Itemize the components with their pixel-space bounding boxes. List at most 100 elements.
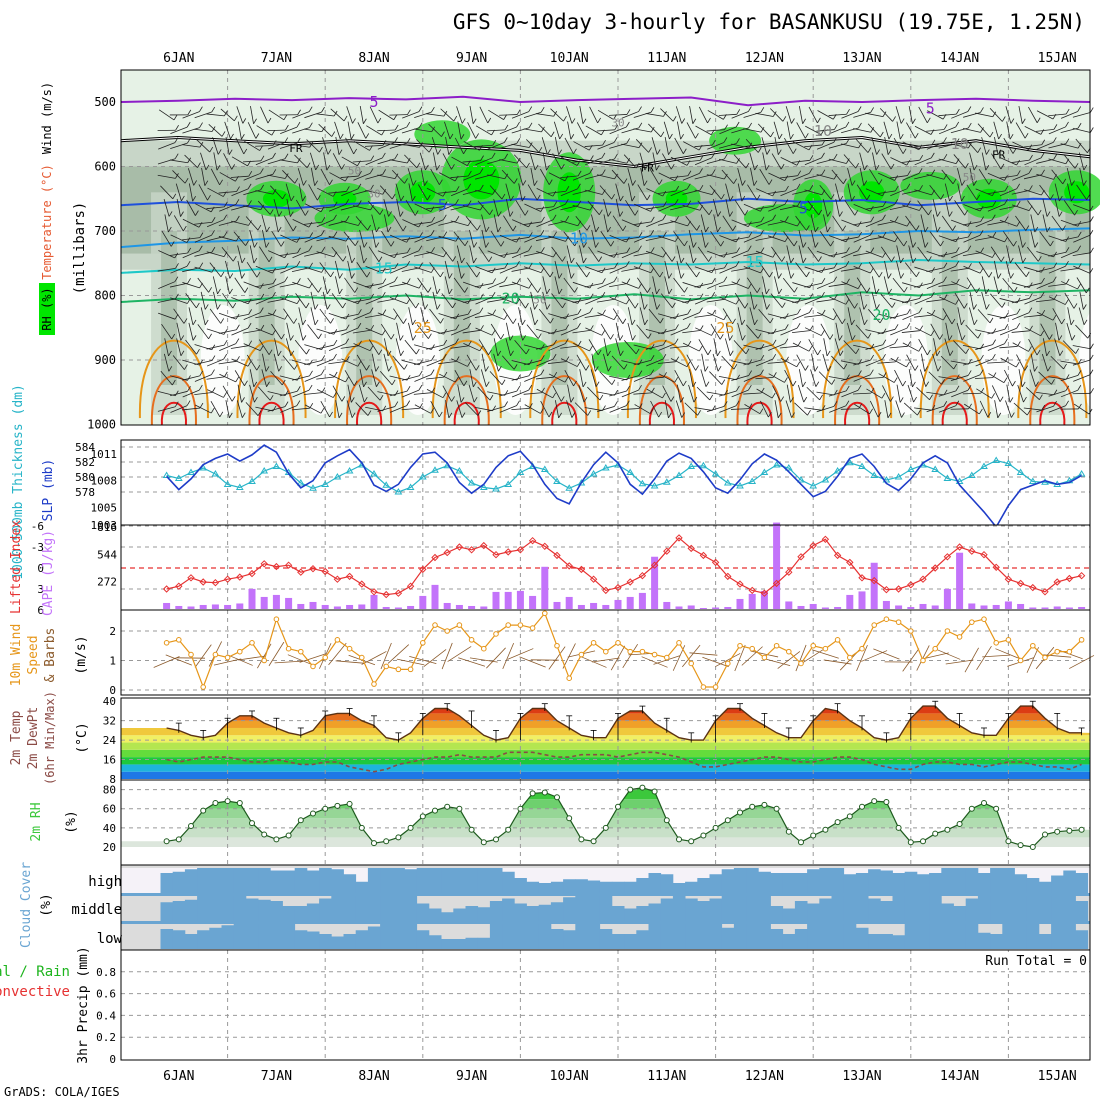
wind-barb-flag (1036, 349, 1041, 356)
wind-barb (920, 214, 926, 233)
wind-barb (367, 386, 381, 401)
cloud-bar (428, 908, 442, 921)
wind-barb (407, 168, 414, 186)
wind-barb-flag (516, 121, 520, 128)
wind-barb (304, 392, 322, 395)
cloud-bar (611, 881, 625, 893)
lifted-index-marker (565, 562, 573, 570)
wind-barb-flag (735, 298, 740, 305)
rh-tick-label: 60 (103, 803, 116, 816)
wind-barb (615, 322, 621, 341)
cloud-bar (270, 901, 283, 921)
wind-barb-flag (586, 225, 591, 231)
thickness-marker (992, 456, 1001, 463)
wind-barb (621, 250, 639, 259)
rh-marker (273, 836, 280, 843)
wind-barb-flag (174, 153, 179, 159)
wind-barb (609, 390, 627, 397)
wind-barb-flag (406, 374, 411, 381)
wind-barb-flag (427, 287, 432, 293)
wind-barb-flag (476, 271, 481, 278)
wind-barb (170, 126, 188, 135)
wind-barb (309, 152, 317, 171)
wind-barb-flag (550, 131, 555, 137)
wind-barb-flag (724, 294, 728, 300)
lifted-index-marker (394, 589, 403, 597)
wind-barb (926, 267, 945, 273)
wind-barb-flag (867, 147, 872, 153)
wind-barb (902, 312, 920, 320)
wind-barb-flag (833, 276, 838, 282)
wind-barb-flag (234, 115, 238, 122)
wind-barb (255, 265, 273, 274)
lifted-index-marker (675, 534, 683, 542)
wind-barb-flag (845, 138, 850, 144)
wind-speed-marker (200, 684, 206, 690)
wind-barb (1014, 262, 1027, 277)
wind-barb-flag (338, 149, 343, 155)
wind-barb (513, 154, 527, 169)
wind-barb (914, 157, 932, 166)
wind-barb (270, 370, 283, 386)
wind-barb (953, 154, 966, 169)
cloud-layer-label: low (97, 931, 123, 947)
wind-barb (499, 159, 518, 164)
wind-barb (441, 246, 453, 262)
wind-barb (914, 296, 932, 305)
wind-barb (674, 369, 684, 387)
wind-barb-flag (339, 273, 343, 279)
wind-barb (469, 105, 474, 124)
wind-barb-flag (906, 183, 911, 190)
wind-barb (953, 340, 967, 354)
wind-barb-flag (540, 107, 545, 113)
date-label-bottom: 6JAN (163, 1069, 194, 1084)
wind-barb (694, 296, 712, 305)
cloud-bar (770, 929, 784, 949)
wind-barb-flag (180, 211, 184, 217)
wind-barb-flag (1041, 169, 1045, 176)
wind-barb (194, 266, 212, 273)
wind-barb-flag (643, 180, 648, 186)
wind-barb (823, 338, 828, 357)
wind-barb-flag (943, 276, 947, 282)
wind-barb (940, 355, 954, 370)
wind-barb (755, 112, 774, 117)
wind-barb-flag (936, 350, 941, 357)
wind-barb (567, 121, 572, 140)
wind-barb (816, 142, 834, 150)
wind-barb-flag (464, 287, 468, 293)
temp-axis-label-4: (°C) (75, 722, 90, 753)
wind-barb (474, 189, 493, 195)
wind-barb-flag (570, 397, 575, 403)
wind-barb-flag (610, 334, 614, 340)
wind-barb (590, 369, 597, 387)
cloud-bar (819, 924, 832, 949)
wind-barb (895, 106, 902, 124)
wind-barb (584, 144, 603, 147)
cloud-bar (746, 924, 759, 949)
wind-barb (853, 252, 871, 257)
rh-marker (334, 802, 341, 809)
wind-barb-flag (419, 142, 423, 148)
wind-barb (816, 281, 834, 290)
wind-barb (379, 185, 393, 200)
thickness-tick-label: 584 (75, 441, 95, 454)
wind-speed-marker (676, 640, 682, 646)
wind-barb (429, 262, 441, 278)
slp-tick-label: 1003 (91, 519, 118, 532)
wind-barb-flag (914, 133, 919, 139)
wind-barb (627, 322, 633, 341)
wind-barb (523, 359, 542, 366)
wind-barb (621, 219, 639, 228)
wind-barb (466, 262, 478, 278)
wind-barb (378, 109, 395, 121)
wind-barb (640, 167, 645, 186)
lifted-index-marker (760, 589, 769, 597)
wind-barb (561, 156, 578, 166)
wind-speed-marker (761, 654, 768, 661)
wind-barb (499, 297, 517, 305)
wind-barb (707, 110, 724, 120)
wind-barb-flag (858, 263, 863, 269)
wind-barb (463, 173, 481, 181)
wind-barb (633, 252, 652, 257)
